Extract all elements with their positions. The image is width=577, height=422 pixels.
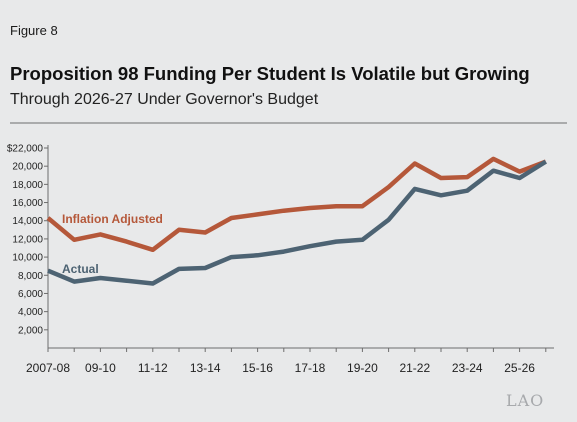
x-tick-label: 13-14: [190, 361, 221, 375]
y-tick-label: 14,000: [12, 216, 43, 227]
x-tick-label: 23-24: [452, 361, 483, 375]
x-tick-label: 25-26: [504, 361, 535, 375]
y-axis-ticks: $22,000 20,000 18,000 16,000 14,000 12,000 10,…: [7, 144, 48, 336]
y-tick-label: 18,000: [12, 180, 43, 191]
y-tick-label: 6,000: [18, 289, 43, 300]
x-tick-label: 2007-08: [26, 361, 70, 375]
x-tick-label: 15-16: [242, 361, 273, 375]
x-tick-label: 17-18: [295, 361, 326, 375]
series-label-actual: Actual: [62, 262, 99, 276]
series-line-actual: [47, 159, 547, 286]
x-tick-label: 11-12: [138, 361, 168, 375]
y-tick-label: 16,000: [12, 198, 43, 209]
lao-logo: LAO: [506, 391, 545, 410]
y-tick-label: 8,000: [18, 271, 43, 282]
y-tick-label: 2,000: [18, 325, 43, 336]
y-tick-label: 20,000: [12, 162, 43, 173]
x-axis-ticks: 2007-08 09-10 11-12 13-14 15-16 17-18 19-20 21-…: [26, 348, 547, 375]
x-tick-label: 19-20: [347, 361, 378, 375]
y-tick-label: 10,000: [12, 253, 43, 264]
y-tick-label: 4,000: [18, 307, 43, 318]
x-tick-label: 09-10: [85, 361, 116, 375]
series-layer: [46, 156, 547, 286]
y-tick-label: $22,000: [7, 144, 44, 155]
figure-label: Figure 8: [10, 23, 58, 38]
series-label-inflation-adjusted: Inflation Adjusted: [62, 212, 163, 226]
series-line-inflation-adjusted: [46, 156, 547, 253]
y-tick-label: 12,000: [12, 234, 43, 245]
chart-subtitle: Through 2026-27 Under Governor's Budget: [10, 91, 319, 108]
x-tick-label: 21-22: [399, 361, 430, 375]
chart-title: Proposition 98 Funding Per Student Is Vo…: [10, 63, 530, 84]
